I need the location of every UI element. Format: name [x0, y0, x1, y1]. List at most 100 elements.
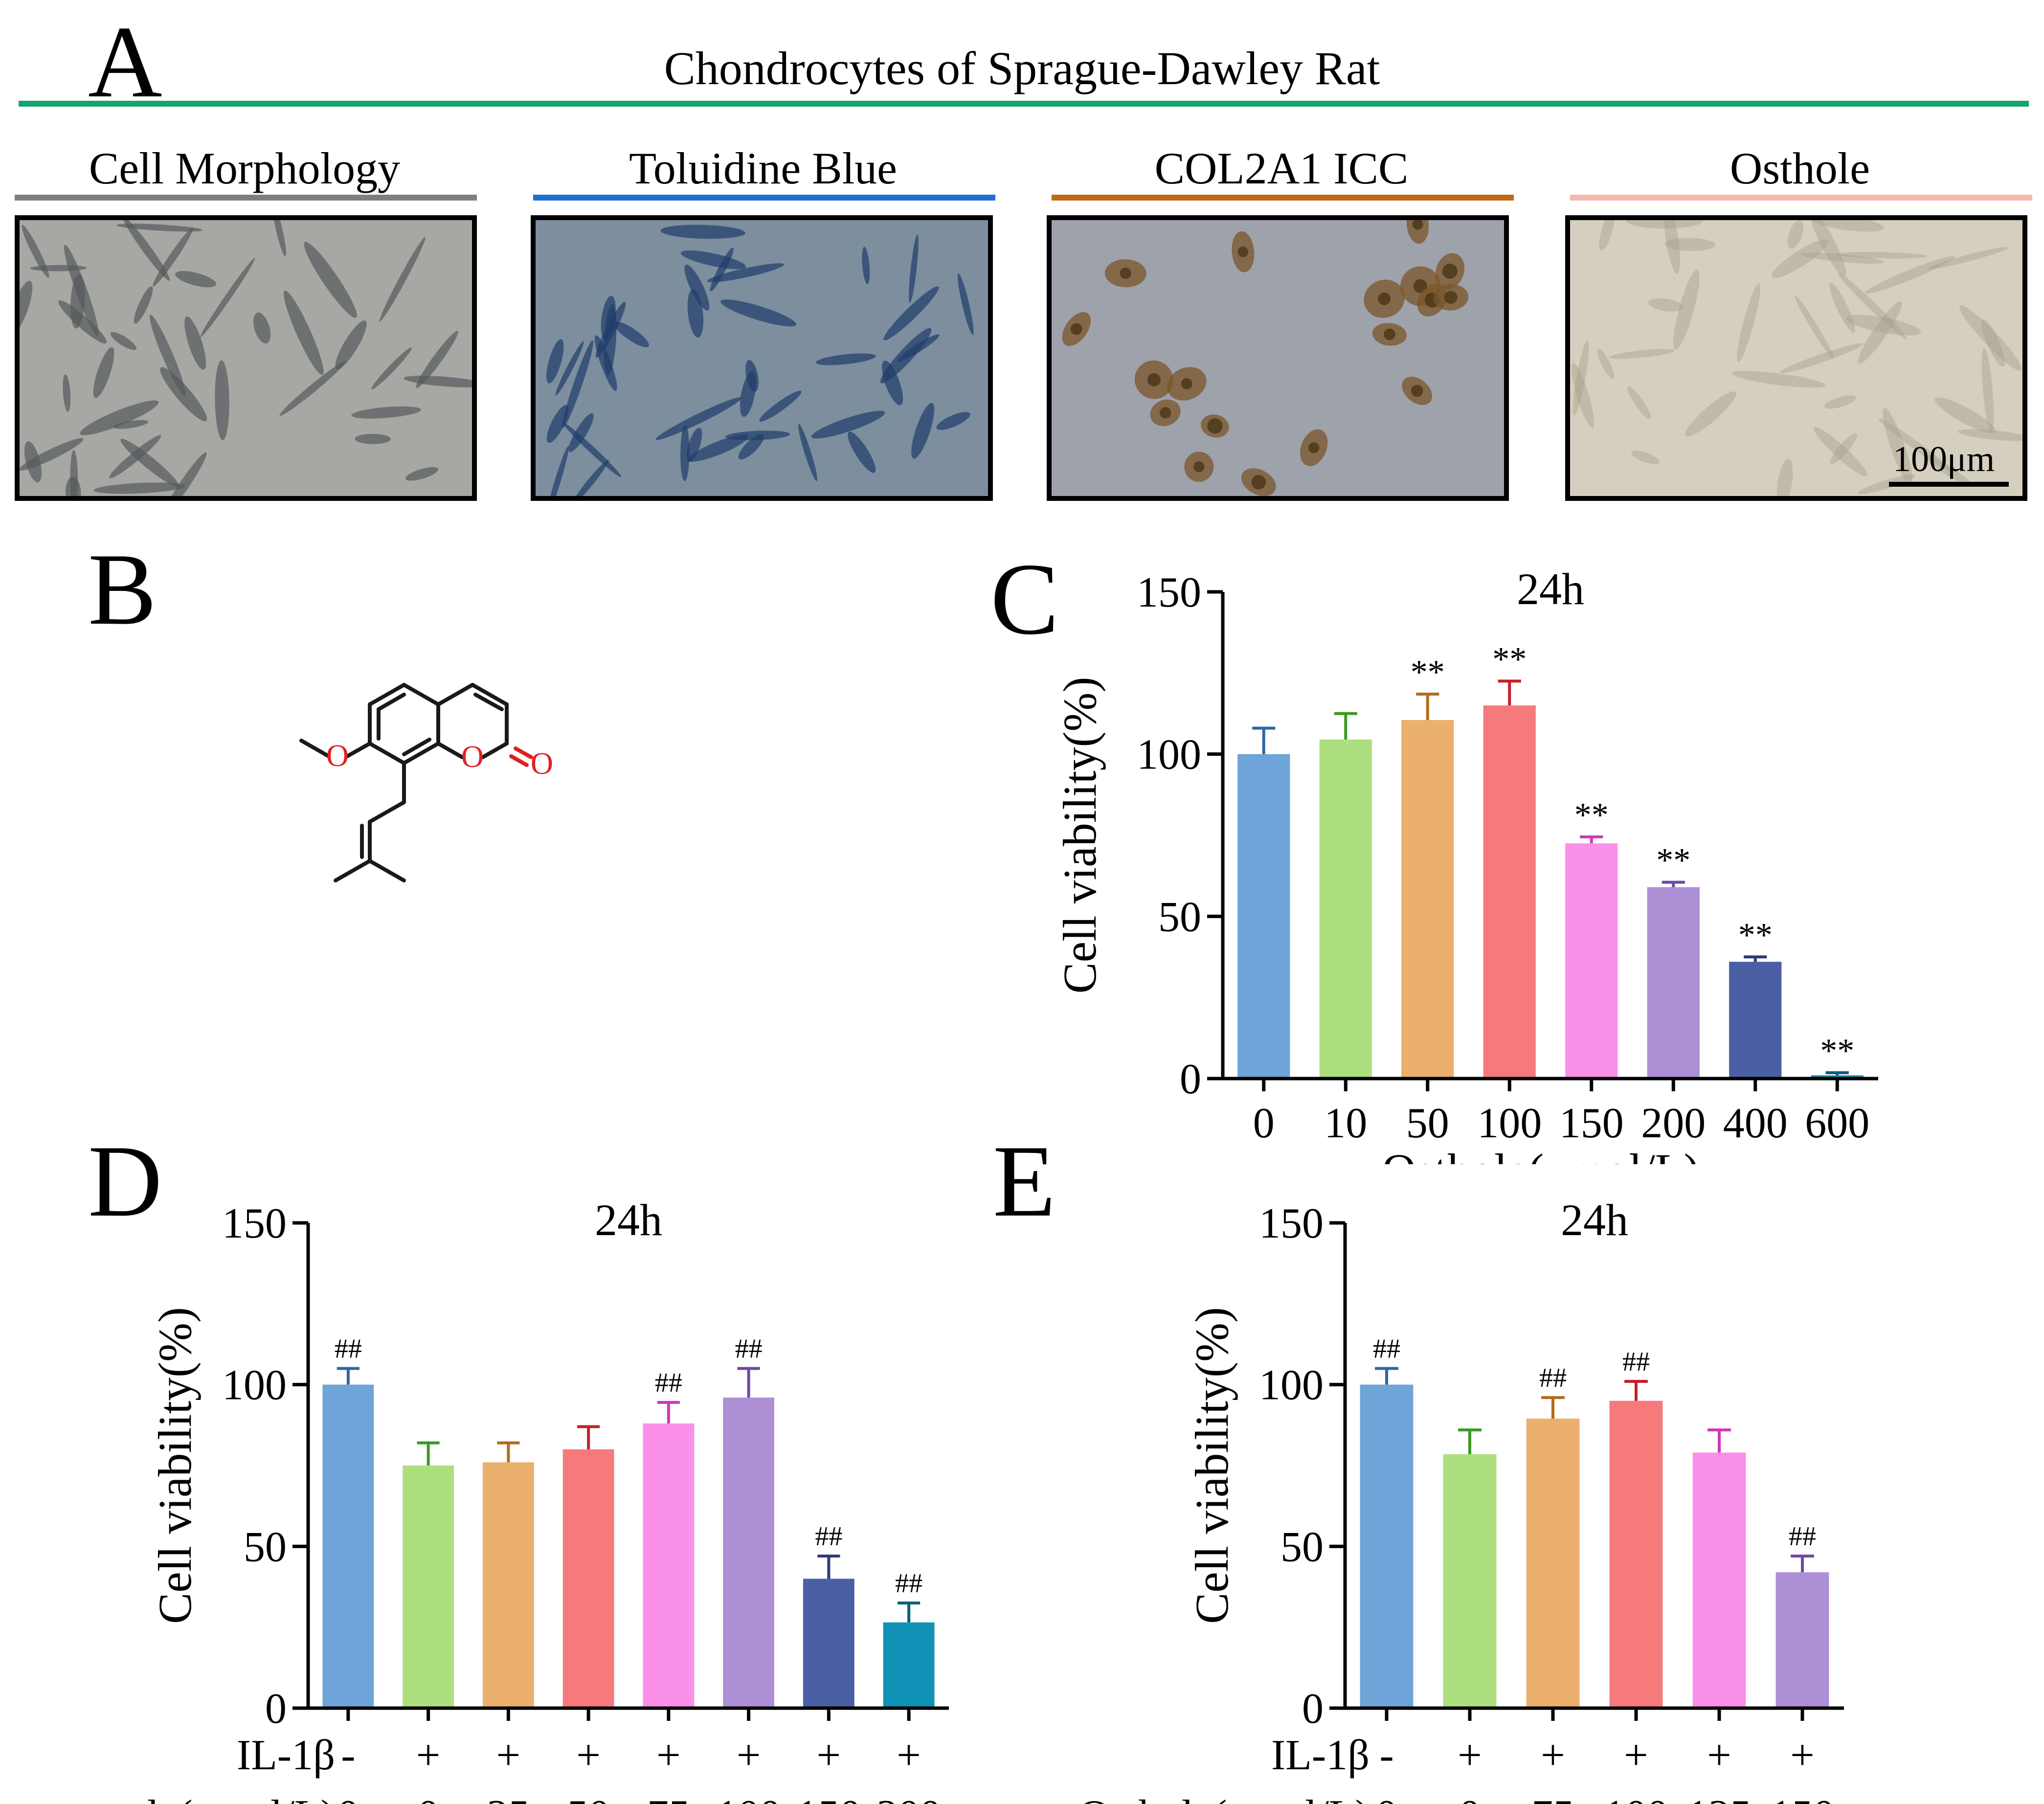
- il1b-sign: +: [1624, 1732, 1648, 1779]
- cell: [93, 347, 114, 398]
- bar-25-2: [482, 1462, 534, 1708]
- cell: [555, 341, 584, 396]
- bar-125-4: [1692, 1452, 1746, 1708]
- cell: [1923, 453, 1972, 486]
- panel-a-title: Chondrocytes of Sprague-Dawley Rat: [664, 42, 1380, 94]
- osthole-dose-label: 0: [418, 1792, 439, 1804]
- y-axis-label: Cell viability(%): [149, 1307, 201, 1624]
- cell: [546, 339, 564, 383]
- significance-mark: ##: [1373, 1334, 1400, 1364]
- y-axis-label: Cell viability(%): [1186, 1307, 1238, 1624]
- cell: [355, 433, 391, 444]
- significance-mark: **: [1738, 916, 1773, 954]
- cell-nucleus: [1181, 378, 1192, 390]
- cell: [897, 334, 940, 362]
- cell: [371, 347, 412, 390]
- cell: [416, 331, 458, 388]
- micrograph-label-osthole: Osthole: [1730, 143, 1870, 193]
- il1b-sign: +: [576, 1732, 601, 1779]
- cell: [304, 242, 357, 318]
- cell-nucleus: [1308, 442, 1320, 453]
- cell: [405, 467, 438, 481]
- osthole-dose-label: 150: [1770, 1792, 1835, 1804]
- cell: [745, 360, 759, 392]
- panel-d-letter: D: [88, 1125, 162, 1238]
- significance-mark: ##: [815, 1521, 842, 1552]
- bar-75-4: [643, 1423, 695, 1708]
- cell: [1981, 347, 1994, 432]
- cell: [911, 403, 935, 459]
- cell: [279, 361, 346, 416]
- il1b-sign: +: [1541, 1732, 1565, 1779]
- cell-nucleus: [1384, 328, 1395, 340]
- il1b-sign: +: [1458, 1732, 1482, 1779]
- cell: [116, 224, 203, 232]
- cell: [1685, 391, 1737, 437]
- cell: [572, 459, 609, 496]
- bar-150-6: [803, 1578, 854, 1708]
- osthole-dose-label: 50: [567, 1792, 610, 1804]
- il1b-sign: +: [897, 1732, 921, 1779]
- cell: [1777, 458, 1793, 496]
- cell: [738, 434, 764, 460]
- cell: [862, 247, 870, 285]
- cell-nucleus: [1378, 292, 1391, 305]
- micrograph-col2a1-icc: [1047, 215, 1509, 501]
- bar-10-1: [1319, 739, 1372, 1079]
- micrograph-rule-toluidine-blue: [533, 195, 995, 201]
- cell: [1737, 283, 1760, 362]
- cell: [798, 424, 817, 481]
- bond: [368, 800, 406, 824]
- significance-mark: ##: [1539, 1363, 1567, 1393]
- cell: [1981, 319, 2005, 367]
- significance-mark: ##: [1789, 1521, 1816, 1552]
- panel-e-letter: E: [993, 1125, 1056, 1238]
- chart-title: 24h: [595, 1195, 662, 1245]
- bond: [368, 742, 406, 765]
- cell: [1648, 298, 1684, 312]
- cell: [1957, 429, 2022, 441]
- bar-100-3: [1609, 1400, 1663, 1708]
- y-tick-label: 150: [1259, 1200, 1324, 1247]
- bar-50-2: [1401, 720, 1454, 1079]
- cell: [1626, 220, 1703, 229]
- cell: [20, 280, 33, 336]
- significance-mark: ##: [735, 1334, 763, 1364]
- bond: [334, 859, 372, 882]
- cell: [686, 428, 702, 462]
- cell: [707, 263, 785, 283]
- bond: [473, 693, 504, 711]
- cell-nucleus: [1070, 323, 1082, 335]
- chart-d: 24h Cell viability(%) ## ## ## ## ## 0 50 100 150 I…: [147, 1195, 949, 1804]
- osthole-dose-label: 0: [1376, 1792, 1397, 1804]
- cell: [660, 225, 745, 239]
- cell: [1664, 220, 1680, 274]
- x-tick-label: 50: [1406, 1100, 1449, 1147]
- cell: [162, 452, 207, 496]
- bond: [509, 754, 529, 767]
- cell: [134, 286, 153, 324]
- cell-nucleus: [1159, 407, 1171, 419]
- cell: [958, 273, 974, 335]
- cell: [655, 397, 742, 440]
- cell: [1572, 362, 1595, 428]
- il1b-sign: -: [341, 1732, 355, 1779]
- bond: [514, 746, 533, 759]
- cell: [284, 291, 324, 375]
- osthole-structure: O O O: [299, 683, 553, 882]
- osthole-dose-label: 0: [337, 1792, 359, 1804]
- cell: [1934, 397, 1996, 434]
- cell: [1830, 433, 1858, 464]
- osthole-dose-label: 125: [1687, 1792, 1752, 1804]
- il1b-sign: +: [737, 1732, 761, 1779]
- cell: [595, 301, 626, 358]
- cell: [848, 431, 876, 473]
- significance-mark: **: [1656, 842, 1690, 879]
- cell-nucleus: [1147, 373, 1161, 386]
- cell: [1824, 395, 1856, 409]
- osthole-dose-label: 75: [1531, 1792, 1574, 1804]
- bar-75-2: [1526, 1419, 1580, 1708]
- bond: [345, 742, 372, 758]
- x-tick-label: 10: [1324, 1100, 1367, 1147]
- panel-a-letter: A: [88, 5, 162, 119]
